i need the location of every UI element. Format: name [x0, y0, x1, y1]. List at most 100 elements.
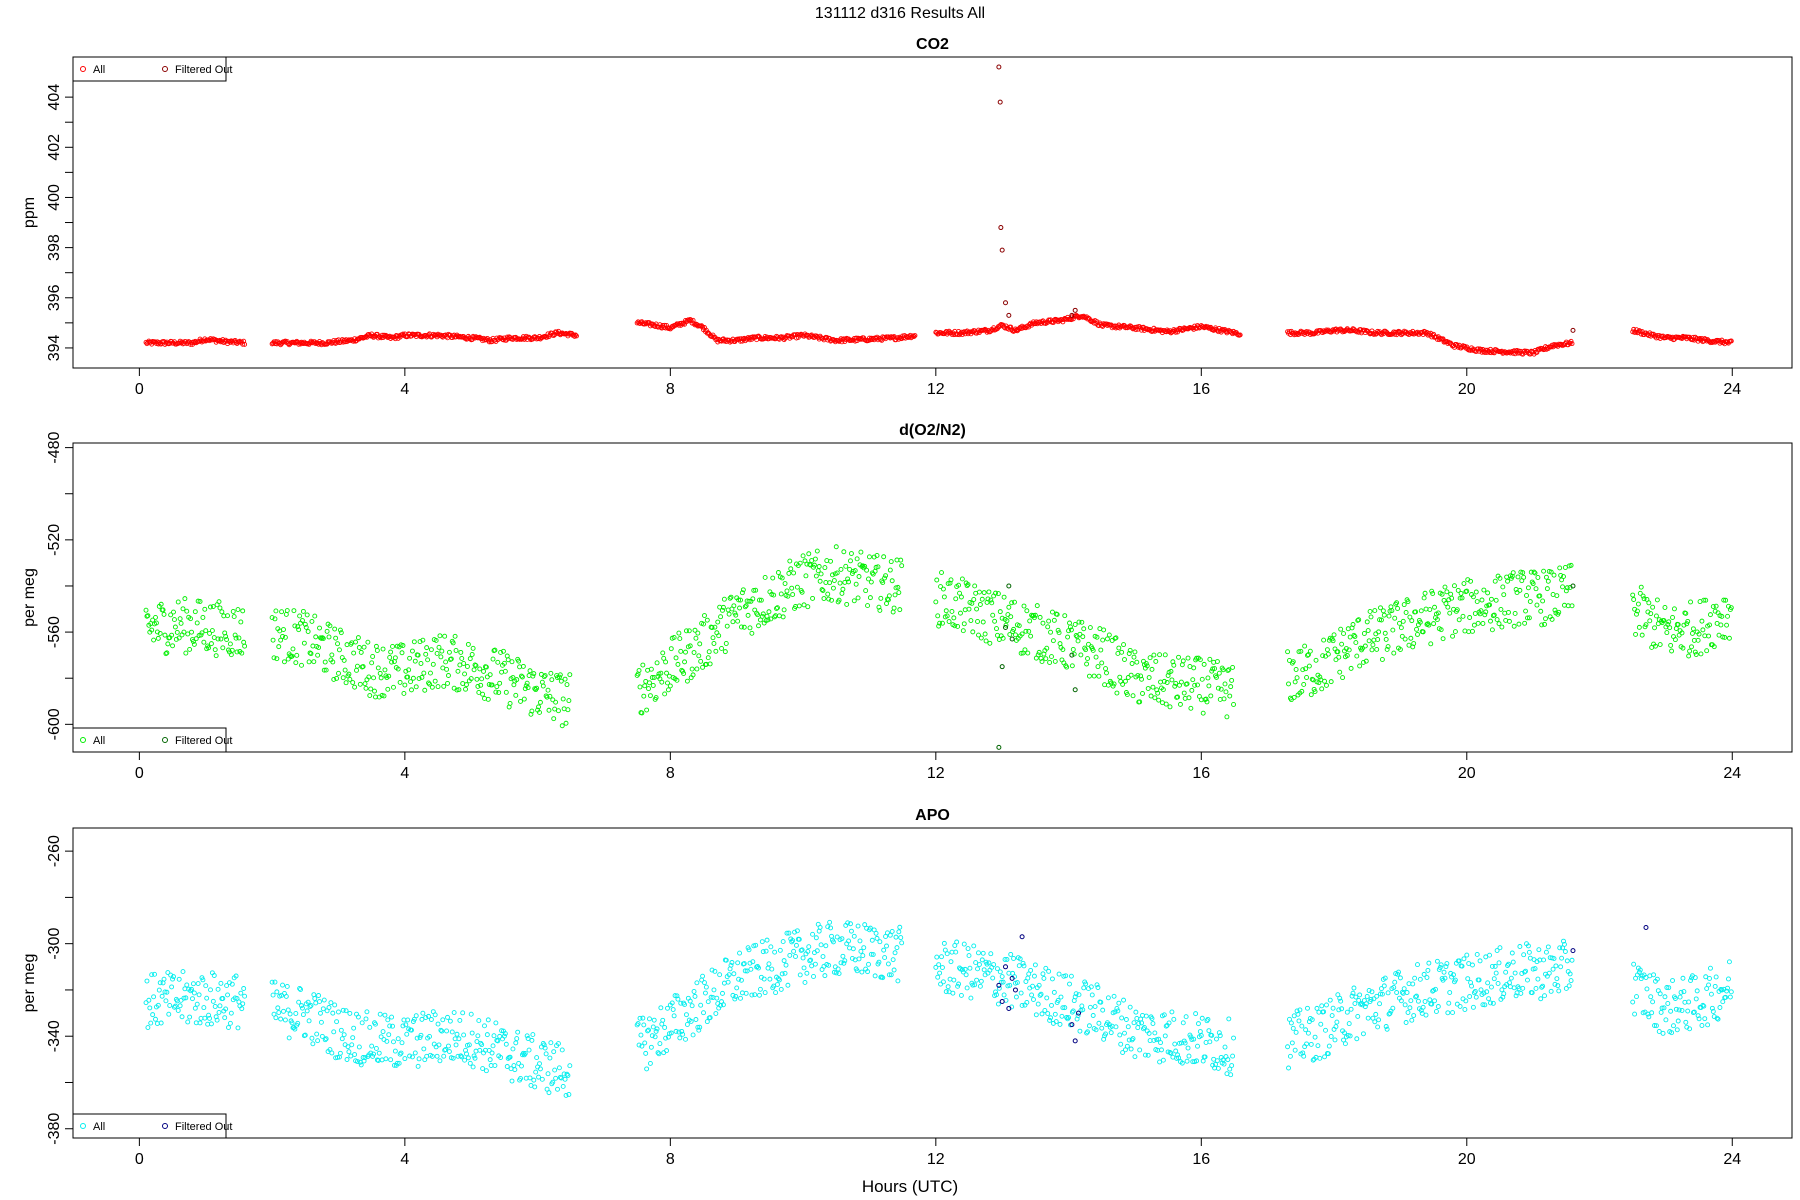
- data-point: [409, 648, 415, 654]
- x-tick-label: 12: [927, 1151, 945, 1168]
- data-point: [153, 614, 158, 620]
- data-point: [947, 976, 953, 982]
- data-point: [206, 645, 212, 651]
- data-point: [1090, 647, 1096, 653]
- data-point: [1124, 1043, 1130, 1049]
- data-point: [704, 617, 710, 623]
- data-point: [758, 597, 764, 603]
- data-point: [445, 1014, 450, 1020]
- data-point: [730, 992, 736, 998]
- data-point: [1724, 988, 1730, 994]
- data-point: [1163, 701, 1169, 707]
- data-point: [532, 686, 538, 692]
- data-point: [567, 672, 573, 678]
- data-point: [366, 674, 372, 680]
- data-point: [1725, 985, 1730, 991]
- data-point: [1315, 1043, 1321, 1049]
- data-point: [1021, 963, 1027, 969]
- data-point: [755, 612, 761, 618]
- data-point: [169, 984, 175, 990]
- data-point: [192, 1005, 198, 1011]
- data-point: [566, 1092, 572, 1097]
- data-point: [1634, 994, 1639, 1000]
- data-point: [960, 628, 966, 634]
- data-point: [1221, 696, 1227, 702]
- data-point: [1167, 1050, 1173, 1055]
- data-point: [737, 605, 743, 611]
- data-point: [1004, 618, 1010, 624]
- data-point: [208, 987, 213, 993]
- data-point: [983, 638, 989, 644]
- data-point: [945, 581, 951, 586]
- data-point: [692, 627, 698, 633]
- data-point: [1199, 1015, 1205, 1021]
- data-point: [1019, 934, 1025, 940]
- data-point: [1145, 686, 1151, 691]
- data-point: [1516, 621, 1522, 627]
- data-point: [519, 674, 525, 680]
- data-point: [892, 592, 898, 598]
- data-point: [331, 1029, 337, 1035]
- data-point: [1029, 992, 1035, 998]
- data-point: [1568, 338, 1574, 344]
- data-point: [802, 980, 808, 985]
- data-point: [1434, 958, 1440, 964]
- data-point: [1499, 624, 1505, 630]
- data-point: [698, 1002, 704, 1008]
- y-tick-label: 394: [46, 334, 63, 361]
- data-point: [1668, 642, 1674, 648]
- data-point: [529, 1037, 535, 1043]
- data-point: [423, 1015, 429, 1020]
- data-point: [278, 1016, 284, 1022]
- data-point: [891, 605, 897, 611]
- data-point: [1525, 943, 1531, 949]
- data-point: [1385, 990, 1391, 996]
- data-point: [999, 999, 1005, 1005]
- data-point: [400, 1023, 406, 1029]
- data-point: [1399, 633, 1405, 639]
- data-point: [956, 981, 962, 987]
- data-point: [974, 606, 980, 612]
- data-point: [780, 939, 786, 945]
- data-point: [935, 974, 941, 980]
- data-point: [786, 570, 792, 576]
- data-point: [362, 1055, 368, 1061]
- data-point: [1687, 1026, 1693, 1032]
- data-point: [953, 949, 959, 955]
- data-point: [954, 939, 960, 945]
- data-point: [899, 563, 905, 569]
- data-point: [530, 1032, 536, 1038]
- data-point: [968, 995, 974, 1001]
- data-point: [419, 674, 425, 680]
- data-point: [678, 648, 684, 654]
- data-point: [1224, 714, 1230, 720]
- data-point: [657, 1041, 663, 1047]
- data-point: [1686, 653, 1692, 659]
- data-point: [1086, 1023, 1092, 1029]
- data-point: [380, 646, 386, 652]
- data-point: [1100, 1007, 1106, 1013]
- data-point: [445, 680, 450, 686]
- data-point: [1438, 962, 1444, 968]
- data-point: [526, 1047, 532, 1053]
- data-point: [1366, 988, 1372, 993]
- data-point: [702, 613, 707, 618]
- data-point: [1415, 632, 1420, 637]
- data-point: [1339, 1006, 1345, 1012]
- data-point: [749, 630, 755, 636]
- data-point: [389, 659, 395, 665]
- data-point: [1028, 967, 1034, 973]
- data-point: [1414, 993, 1419, 999]
- y-tick-label: -260: [46, 835, 63, 867]
- data-point: [807, 958, 813, 964]
- data-point: [367, 1024, 373, 1030]
- data-point: [1532, 966, 1538, 972]
- data-point: [1414, 626, 1419, 632]
- data-point: [1008, 614, 1014, 620]
- x-tick-label: 4: [400, 1151, 409, 1168]
- data-point: [412, 658, 418, 664]
- data-point: [1209, 668, 1215, 674]
- data-point: [649, 675, 655, 680]
- data-point: [961, 941, 967, 947]
- data-point: [843, 563, 849, 569]
